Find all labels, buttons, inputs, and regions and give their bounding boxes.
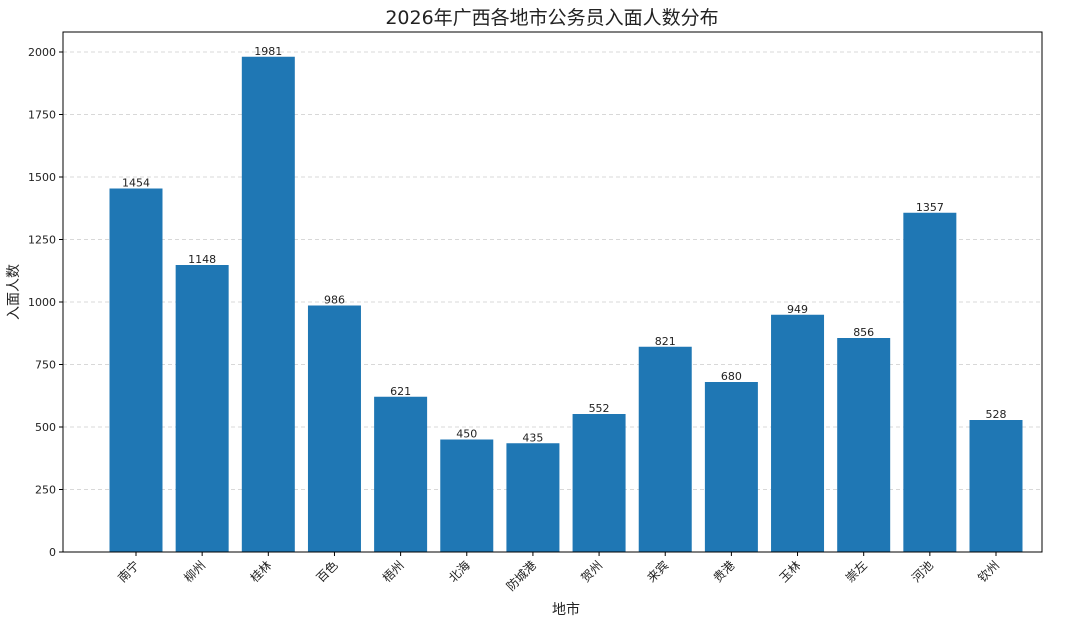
data-label: 856 [853,326,874,339]
x-tick-label: 贺州 [578,558,605,585]
data-label: 821 [655,335,676,348]
data-label: 1454 [122,177,150,190]
bar [572,414,626,552]
bar [109,188,163,552]
x-tick-label: 来宾 [644,558,672,586]
x-tick-label: 桂林 [247,558,275,586]
x-tick-label: 崇左 [842,558,870,586]
x-axis-label: 地市 [552,601,580,618]
plot-frame [62,31,1043,553]
bar [704,382,758,552]
x-tick-label: 北海 [445,558,473,586]
x-tick-label: 柳州 [181,558,208,585]
data-label: 621 [390,385,411,398]
data-label: 1148 [188,253,216,266]
bar [307,305,361,552]
bar [903,212,957,552]
y-axis-label: 入面人数 [6,264,22,320]
data-label: 552 [589,402,610,415]
data-label: 1357 [916,201,944,214]
bar [175,265,229,552]
data-label: 528 [986,408,1007,421]
data-label: 986 [324,294,345,307]
y-tick-label: 1250 [28,234,56,247]
x-tick-label: 贵港 [711,558,738,585]
x-tick-label: 百色 [314,558,341,585]
y-tick-label: 250 [35,484,56,497]
data-label: 1981 [254,45,282,58]
x-tick-label: 河池 [909,558,936,585]
y-tick-label: 750 [35,359,56,372]
data-label: 435 [522,431,543,444]
bar [638,346,692,552]
x-tick-label: 钦州 [975,558,1002,585]
x-tick-label: 南宁 [115,558,143,586]
x-tick-label: 梧州 [379,558,407,586]
y-tick-label: 500 [35,421,56,434]
y-tick-label: 1500 [28,171,56,184]
data-label: 450 [456,428,477,441]
y-tick-label: 1000 [28,296,56,309]
bar [241,56,295,552]
y-tick-label: 0 [49,546,56,559]
bar [506,443,560,552]
bar [837,338,891,552]
data-label: 949 [787,303,808,316]
data-label: 680 [721,370,742,383]
x-tick-label: 玉林 [777,558,804,585]
bar [440,439,494,552]
bar [969,420,1023,552]
y-tick-label: 2000 [28,46,56,59]
bar [374,396,428,552]
chart-title: 2026年广西各地市公务员入面人数分布 [385,7,718,29]
x-tick-label: 防城港 [503,558,539,594]
y-tick-label: 1750 [28,109,56,122]
bar [771,314,825,552]
